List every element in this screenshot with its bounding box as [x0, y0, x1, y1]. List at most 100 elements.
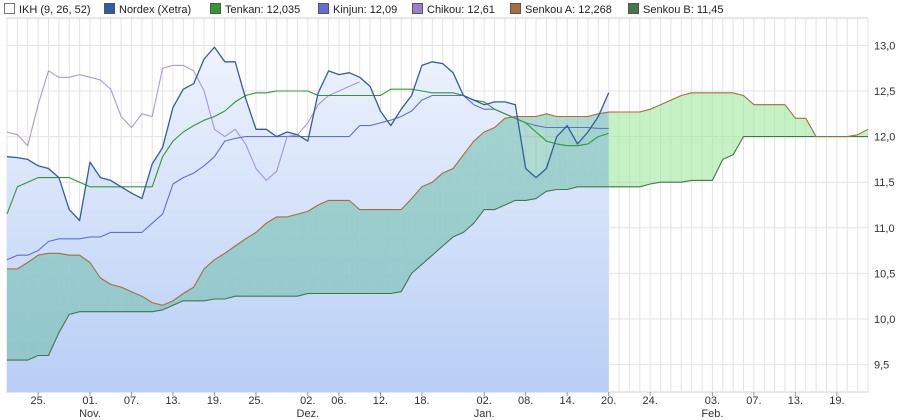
x-tick-label: 02. [477, 395, 492, 407]
cloud-segment [733, 92, 744, 155]
legend-swatch-nordex [104, 3, 115, 14]
cloud-segment [17, 262, 28, 361]
cloud-segment [567, 116, 578, 190]
cloud-segment [722, 92, 734, 160]
legend-swatch-senkou-a [510, 3, 521, 14]
tenkan-line [6, 88, 609, 215]
cloud-segment [681, 92, 692, 183]
legend-item-senkou-a[interactable]: Senkou A: 12,268 [510, 3, 612, 16]
series-lines [6, 46, 869, 361]
cloud-segment [328, 200, 339, 294]
senkou-a-line [7, 92, 869, 306]
cloud-segment [442, 168, 454, 247]
cloud-segment [650, 104, 661, 185]
cloud-segment [494, 118, 505, 210]
legend-label-senkou-b: Senkou B: 11,45 [643, 4, 724, 16]
cloud-segment [255, 223, 267, 297]
cloud-segment [38, 253, 49, 356]
cloud-segment [453, 154, 464, 237]
cloud-segment [525, 116, 537, 201]
cloud-segment [753, 104, 765, 137]
cloud-segment [785, 104, 796, 137]
cloud-segment [48, 253, 59, 356]
cloud-segment [162, 300, 173, 310]
cloud-segment [287, 214, 298, 297]
cloud-segment [131, 291, 142, 312]
cloud-segment [100, 277, 111, 312]
legend-label-senkou-a: Senkou A: 12,268 [525, 4, 612, 16]
legend-swatch-ikh [4, 3, 15, 14]
cloud-segment [380, 209, 391, 294]
cloud-segment [7, 268, 18, 361]
cloud-segment [172, 293, 184, 306]
legend-item-chikou[interactable]: Chikou: 12,61 [412, 3, 495, 16]
legend-item-nordex[interactable]: Nordex (Xetra) [104, 3, 191, 16]
cloud-segment [69, 255, 80, 315]
cloud-segment [245, 232, 256, 297]
x-month-label: Jan. [474, 408, 495, 420]
cloud-segment [608, 111, 620, 187]
cloud-segment [359, 209, 371, 294]
legend-label-tenkan: Tenkan: 12,035 [225, 4, 301, 16]
cloud-segment [421, 182, 433, 265]
x-tick-label: 18. [414, 395, 429, 407]
x-tick-label: 25. [248, 395, 263, 407]
cloud-segment [764, 104, 775, 137]
cloud-segment [390, 209, 402, 294]
cloud-segment [463, 141, 474, 233]
cloud-segment [27, 255, 39, 361]
x-tick-label: 01. [82, 395, 97, 407]
cloud-segment [276, 216, 288, 297]
cloud-segment [743, 95, 754, 137]
legend-swatch-tenkan [210, 3, 221, 14]
cloud-segment [141, 296, 153, 312]
cloud-segment [774, 104, 786, 137]
cloud-segment [204, 259, 215, 301]
cloud-segment [670, 95, 682, 183]
x-tick-label: 03. [705, 395, 720, 407]
x-tick-label: 14. [560, 395, 575, 407]
y-tick-label: 12,5 [874, 86, 895, 98]
legend-label-ikh: IKH (9, 26, 52) [19, 4, 91, 16]
x-tick-label: 02. [300, 395, 315, 407]
x-tick-label: 19. [829, 395, 844, 407]
cloud-segment [432, 173, 443, 256]
cloud-segment [619, 111, 630, 187]
x-tick-label: 07. [746, 395, 761, 407]
x-tick-label: 06. [331, 395, 346, 407]
cloud-segment [110, 284, 122, 312]
cloud-segment [691, 92, 703, 181]
y-tick-label: 13,0 [874, 40, 895, 52]
cloud-segment [235, 238, 246, 297]
legend-item-ikh[interactable]: IKH (9, 26, 52) [4, 3, 91, 16]
cloud-segment [79, 255, 90, 312]
x-tick-label: 24. [643, 395, 658, 407]
cloud-segment [58, 253, 70, 333]
legend-item-senkou-b[interactable]: Senkou B: 11,45 [628, 3, 724, 16]
cloud-segment [224, 246, 236, 299]
x-tick-label: 13. [788, 395, 803, 407]
y-tick-label: 9,5 [874, 360, 889, 372]
y-tick-label: 10,5 [874, 268, 895, 280]
legend-label-nordex: Nordex (Xetra) [119, 4, 192, 16]
cloud-segment [504, 116, 516, 205]
legend-swatch-chikou [412, 3, 423, 14]
legend-item-kinjun[interactable]: Kinjun: 12,09 [318, 3, 397, 16]
cloud-segment [629, 111, 640, 187]
cloud-segment [370, 209, 381, 294]
cloud-segment [349, 200, 360, 294]
y-tick-label: 12,0 [874, 132, 895, 144]
cloud-segment [401, 198, 412, 292]
cloud-segment [338, 200, 350, 294]
legend-swatch-senkou-b [628, 3, 639, 14]
senkou-b-line [7, 136, 868, 361]
x-month-label: Nov. [79, 408, 101, 420]
y-tick-label: 10,0 [874, 314, 895, 326]
cloud-segment [121, 287, 132, 312]
cloud-segment [587, 113, 599, 187]
x-tick-label: 19. [207, 395, 222, 407]
cloud-segment [515, 116, 526, 201]
legend-item-tenkan[interactable]: Tenkan: 12,035 [210, 3, 300, 16]
cloud-segment [702, 92, 713, 181]
x-tick-label: 25. [30, 395, 45, 407]
